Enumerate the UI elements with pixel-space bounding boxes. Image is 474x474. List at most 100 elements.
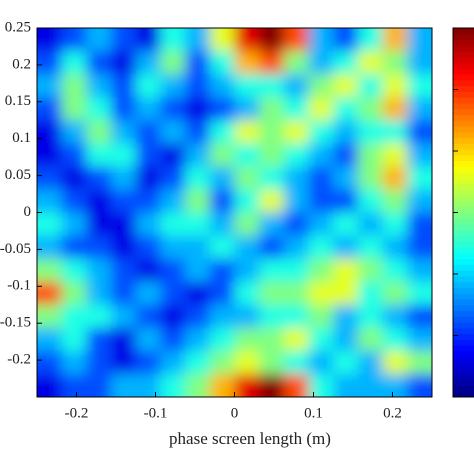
heat-cell [160, 281, 186, 306]
colorbar-step [453, 206, 474, 213]
heat-cell [86, 212, 112, 237]
heat-cell [185, 281, 211, 306]
colorbar-step [453, 247, 474, 254]
heat-cell [308, 28, 334, 52]
x-tick-label: -0.2 [65, 405, 89, 421]
heat-cell [209, 28, 235, 52]
heat-cell [407, 235, 432, 260]
heat-cell [382, 97, 408, 121]
heat-cell [357, 281, 384, 306]
heat-cell [61, 212, 87, 237]
heatmap [37, 28, 432, 397]
colorbar-step [453, 304, 474, 312]
heat-cell [111, 97, 137, 121]
heat-cell [283, 166, 310, 190]
heat-cell [135, 51, 161, 75]
heat-cell [185, 327, 211, 352]
heat-cell [234, 74, 260, 98]
heat-cell [135, 74, 161, 98]
colorbar-step [453, 56, 474, 64]
heat-cell [160, 51, 186, 75]
colorbar-step [453, 102, 474, 110]
colorbar-step [453, 258, 474, 265]
y-tick-label: 0 [24, 204, 32, 220]
colorbar-step [453, 154, 474, 162]
heat-cell [209, 97, 235, 121]
heat-cell [61, 74, 87, 98]
colorbar-step [453, 114, 474, 121]
colorbar-step [453, 120, 474, 127]
heat-cell [259, 51, 285, 75]
colorbar-step [453, 39, 474, 46]
heat-cell [333, 373, 359, 397]
colorbar-step [453, 379, 474, 386]
heat-cell [209, 120, 235, 144]
heat-cell [86, 97, 112, 121]
heat-cell [407, 97, 432, 121]
heat-cell [357, 97, 384, 121]
heat-cell [37, 281, 63, 306]
heat-cell [86, 51, 112, 75]
colorbar-step [453, 33, 474, 41]
heat-cell [333, 212, 359, 237]
heat-cell [160, 120, 186, 144]
heat-cell [259, 189, 285, 213]
heat-cell [357, 74, 384, 98]
colorbar-step [453, 189, 474, 196]
heat-cell [308, 74, 334, 98]
heat-cell [407, 74, 432, 98]
heat-cell [37, 189, 63, 213]
heat-cell [382, 166, 408, 190]
colorbar-step [453, 373, 474, 381]
heat-cell [259, 120, 285, 144]
heat-cell [259, 281, 285, 306]
x-tick-label: 0.2 [383, 405, 402, 421]
heat-cell [37, 373, 63, 397]
heat-cell [37, 143, 63, 167]
heat-cell [382, 143, 408, 167]
heat-cell [407, 373, 432, 397]
heat-cell [259, 235, 285, 260]
heat-cell [185, 350, 211, 375]
heat-cell [407, 212, 432, 237]
heat-cell [333, 327, 359, 352]
heat-cell [185, 304, 211, 329]
heat-cell [160, 304, 186, 329]
heat-cell [37, 120, 63, 144]
heat-cell [111, 28, 137, 52]
heat-cell [185, 373, 211, 397]
heat-cell [37, 258, 63, 283]
heat-cell [86, 281, 112, 306]
colorbar-step [453, 131, 474, 139]
heat-cell [308, 51, 334, 75]
heat-cell [259, 74, 285, 98]
colorbar-step [453, 281, 474, 288]
heat-cell [185, 51, 211, 75]
heat-cell [160, 143, 186, 167]
heat-cell [382, 235, 408, 260]
heat-cell [135, 281, 161, 306]
heat-cell [283, 97, 310, 121]
colorbar-step [453, 143, 474, 150]
heat-cell [111, 51, 137, 75]
heat-cell [135, 143, 161, 167]
colorbar-step [453, 177, 474, 185]
heat-cell [61, 281, 87, 306]
heat-cell [333, 281, 359, 306]
heat-cell [407, 189, 432, 213]
heat-cell [308, 235, 334, 260]
heat-cell [308, 258, 334, 283]
heat-cell [185, 97, 211, 121]
heat-cell [37, 97, 63, 121]
colorbar-step [453, 160, 474, 167]
colorbar-step [453, 316, 474, 323]
heat-cell [234, 373, 260, 397]
heat-cell [160, 350, 186, 375]
heat-cell [209, 143, 235, 167]
heat-cell [37, 74, 63, 98]
heat-cell [407, 350, 432, 375]
colorbar-step [453, 368, 474, 375]
colorbar-step [453, 108, 474, 115]
heat-cell [111, 143, 137, 167]
heat-cell [61, 143, 87, 167]
